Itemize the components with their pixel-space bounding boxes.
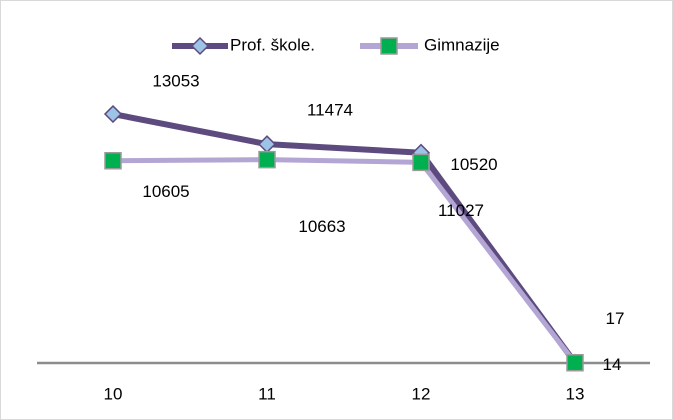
legend-label: Gimnazije [424, 35, 500, 54]
marker [190, 36, 210, 56]
data-label: 11474 [307, 101, 353, 120]
x-tick-label: 11 [258, 384, 276, 403]
data-label: 10663 [298, 217, 345, 236]
marker [258, 150, 276, 169]
data-label: 11027 [438, 201, 484, 220]
x-tick-label: 12 [412, 384, 431, 403]
data-label: 10605 [142, 182, 189, 201]
marker [412, 153, 430, 172]
marker [103, 105, 123, 124]
marker [104, 151, 122, 170]
legend-label: Prof. škole. [230, 35, 315, 54]
data-label: 10520 [450, 155, 497, 174]
data-label: 13053 [152, 72, 199, 91]
data-label: 14 [603, 355, 622, 374]
marker [380, 37, 398, 55]
x-tick-label: 10 [104, 384, 123, 403]
x-tick-label: 13 [566, 384, 585, 403]
marker [566, 353, 584, 372]
series-line [112, 157, 577, 365]
series-line [112, 111, 578, 365]
data-label: 17 [606, 309, 625, 328]
